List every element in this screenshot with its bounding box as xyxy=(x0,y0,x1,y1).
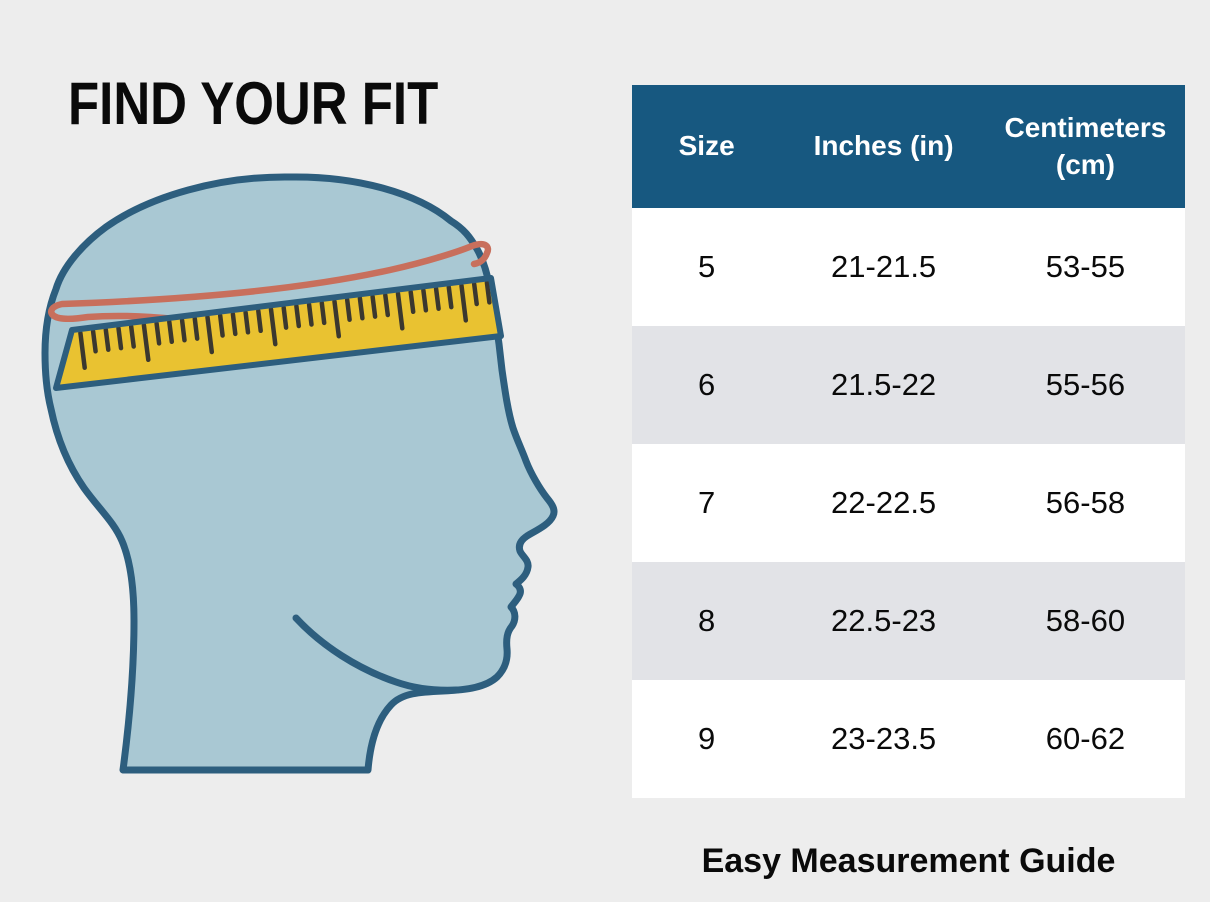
cell-centimeters: 58-60 xyxy=(1045,603,1126,638)
cell-inches: 21-21.5 xyxy=(831,249,937,284)
cell-centimeters: 60-62 xyxy=(1045,721,1126,756)
cell-centimeters: 55-56 xyxy=(1045,367,1126,402)
table-row: 6 21.5-22 55-56 xyxy=(632,326,1185,444)
column-header-centimeters: Centimeters (cm) xyxy=(1004,111,1167,180)
cell-size: 6 xyxy=(698,367,716,402)
table-row: 7 22-22.5 56-58 xyxy=(632,444,1185,562)
page-title: FIND YOUR FIT xyxy=(68,70,439,137)
table-caption: Easy Measurement Guide xyxy=(701,842,1116,880)
table-row: 8 22.5-23 58-60 xyxy=(632,562,1185,680)
head-profile-illustration xyxy=(41,173,558,774)
table-row: 9 23-23.5 60-62 xyxy=(632,680,1185,798)
jaw-line xyxy=(292,614,461,694)
column-header-inches: Inches (in) xyxy=(813,130,954,162)
cell-size: 9 xyxy=(698,721,716,756)
cell-size: 7 xyxy=(698,485,716,520)
size-table: Size Inches (in) Centimeters (cm) 5 21-2… xyxy=(632,85,1185,798)
cell-inches: 22-22.5 xyxy=(831,485,937,520)
cell-size: 8 xyxy=(698,603,716,638)
cell-inches: 22.5-23 xyxy=(831,603,937,638)
size-table-header: Size Inches (in) Centimeters (cm) xyxy=(632,85,1185,208)
head-profile-svg xyxy=(41,173,558,774)
cell-inches: 23-23.5 xyxy=(831,721,937,756)
measuring-tape-band xyxy=(56,278,501,388)
table-row: 5 21-21.5 53-55 xyxy=(632,208,1185,326)
column-header-size: Size xyxy=(678,130,735,162)
measuring-tape-outline xyxy=(53,275,504,391)
measuring-tape-ticks xyxy=(78,280,492,370)
cell-centimeters: 53-55 xyxy=(1045,249,1126,284)
cell-centimeters: 56-58 xyxy=(1045,485,1126,520)
measuring-cord-line xyxy=(48,240,492,323)
cell-inches: 21.5-22 xyxy=(831,367,937,402)
cell-size: 5 xyxy=(698,249,716,284)
